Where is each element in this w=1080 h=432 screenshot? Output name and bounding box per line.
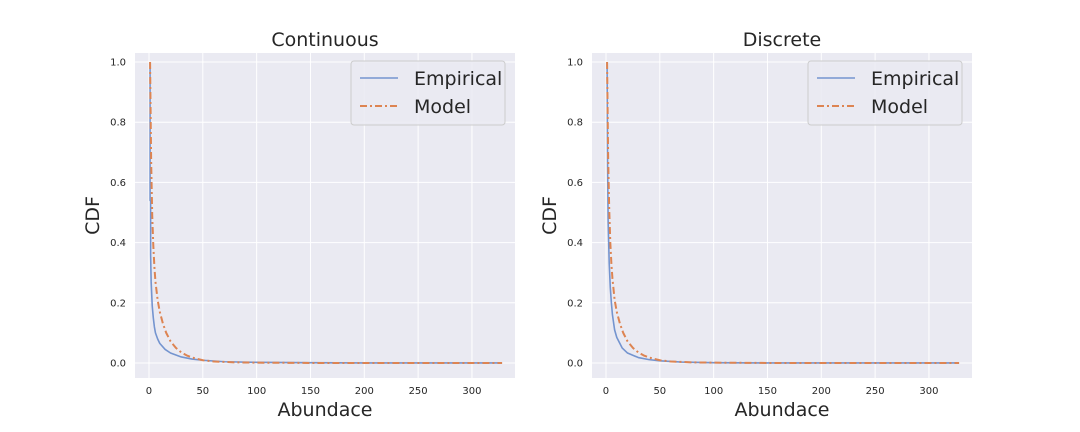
legend: Empirical Model xyxy=(807,60,963,126)
chart-panel-continuous: 0 50 100 150 200 250 300 0.0 0.2 0.4 0.6 0.8 1.0 Cont… xyxy=(82,29,515,421)
legend-label-model: Model xyxy=(871,96,928,118)
x-tick-label: 0 xyxy=(146,386,152,397)
x-tick-label: 300 xyxy=(462,386,481,397)
y-tick-label: 0.6 xyxy=(567,178,583,189)
y-tick-label: 1.0 xyxy=(110,58,126,69)
y-tick-label: 0.2 xyxy=(567,298,583,309)
x-axis-label: Abundace xyxy=(278,399,373,421)
y-tick-label: 0.6 xyxy=(110,178,126,189)
series-line-model xyxy=(149,62,503,364)
y-tick-label: 0.0 xyxy=(110,358,126,369)
legend-box xyxy=(350,60,506,126)
legend-label-model: Model xyxy=(414,96,471,118)
y-tick-label: 0.2 xyxy=(110,298,126,309)
y-tick-label: 0.0 xyxy=(567,358,583,369)
x-tick-label: 250 xyxy=(409,386,428,397)
x-tick-label: 100 xyxy=(247,386,266,397)
legend-label-empirical: Empirical xyxy=(414,68,502,90)
legend: Empirical Model xyxy=(350,60,506,126)
legend-box xyxy=(807,60,963,126)
x-tick-label: 50 xyxy=(653,386,666,397)
y-axis-label: CDF xyxy=(539,196,561,235)
y-tick-label: 0.8 xyxy=(567,118,583,129)
x-tick-label: 250 xyxy=(866,386,885,397)
chart-panel-discrete: 0 50 100 150 200 250 300 0.0 0.2 0.4 0.6 0.8 1.0 Disc… xyxy=(539,29,972,421)
x-tick-label: 200 xyxy=(812,386,831,397)
x-axis-label: Abundace xyxy=(735,399,830,421)
x-tick-label: 150 xyxy=(758,386,777,397)
x-tick-label: 50 xyxy=(196,386,209,397)
x-tick-label: 100 xyxy=(704,386,723,397)
y-tick-label: 1.0 xyxy=(567,58,583,69)
series-line-empirical xyxy=(606,62,960,364)
y-tick-label: 0.4 xyxy=(567,238,583,249)
chart-title: Discrete xyxy=(743,29,821,51)
y-axis-label: CDF xyxy=(82,196,104,235)
y-tick-label: 0.8 xyxy=(110,118,126,129)
chart-title: Continuous xyxy=(271,29,378,51)
x-tick-label: 150 xyxy=(301,386,320,397)
legend-label-empirical: Empirical xyxy=(871,68,959,90)
series-line-model xyxy=(606,62,960,364)
y-tick-label: 0.4 xyxy=(110,238,126,249)
x-tick-label: 200 xyxy=(355,386,374,397)
x-tick-label: 300 xyxy=(919,386,938,397)
x-tick-label: 0 xyxy=(603,386,609,397)
